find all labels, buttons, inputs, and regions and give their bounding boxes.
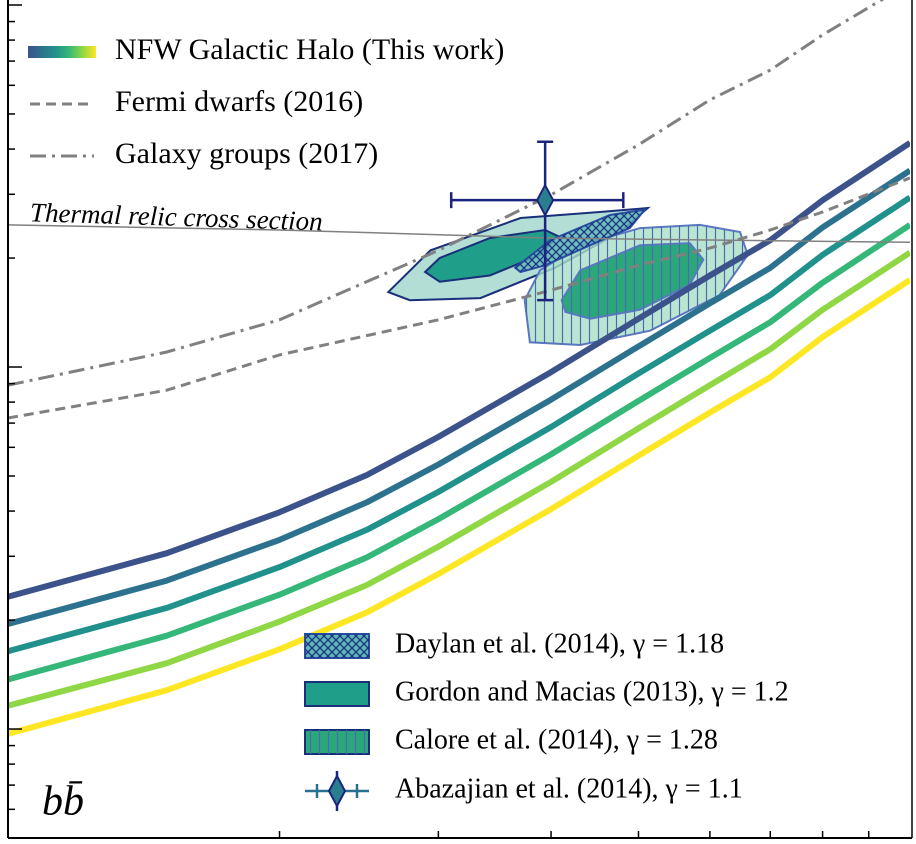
nfw-line — [8, 140, 910, 600]
legend-label: Abazajian et al. (2014), γ = 1.1 — [395, 773, 743, 804]
legend: Daylan et al. (2014), γ = 1.18 Gordon an… — [395, 628, 789, 804]
legend-label: NFW Galactic Halo (This work) — [115, 33, 504, 66]
legend-hatch — [305, 634, 369, 658]
legend-label: Calore et al. (2014), γ = 1.28 — [395, 724, 718, 755]
nfw-line — [8, 167, 910, 627]
plot-area — [8, 0, 910, 737]
region-hatch — [515, 209, 645, 272]
legend-label: Galaxy groups (2017) — [115, 137, 378, 170]
nfw-line — [8, 194, 910, 655]
legend-label: Gordon and Macias (2013), γ = 1.2 — [395, 676, 789, 707]
legend-label: Fermi dwarfs (2016) — [115, 85, 363, 118]
legend-hatch — [305, 730, 369, 754]
legend: NFW Galactic Halo (This work) Fermi dwar… — [28, 33, 504, 170]
legend-label: Daylan et al. (2014), γ = 1.18 — [395, 628, 724, 659]
limit-line — [8, 0, 885, 387]
data-point — [536, 183, 555, 218]
thermal-relic-line — [8, 224, 910, 244]
legend-gradient — [28, 46, 96, 58]
legend-marker — [327, 773, 347, 809]
panel-label: bb̄ — [42, 779, 84, 825]
legend-patch — [304, 681, 370, 707]
region-hatch — [561, 243, 704, 319]
nfw-line — [8, 277, 910, 737]
axes — [7, 0, 913, 839]
nfw-line — [8, 250, 910, 709]
nfw-line — [8, 222, 910, 683]
